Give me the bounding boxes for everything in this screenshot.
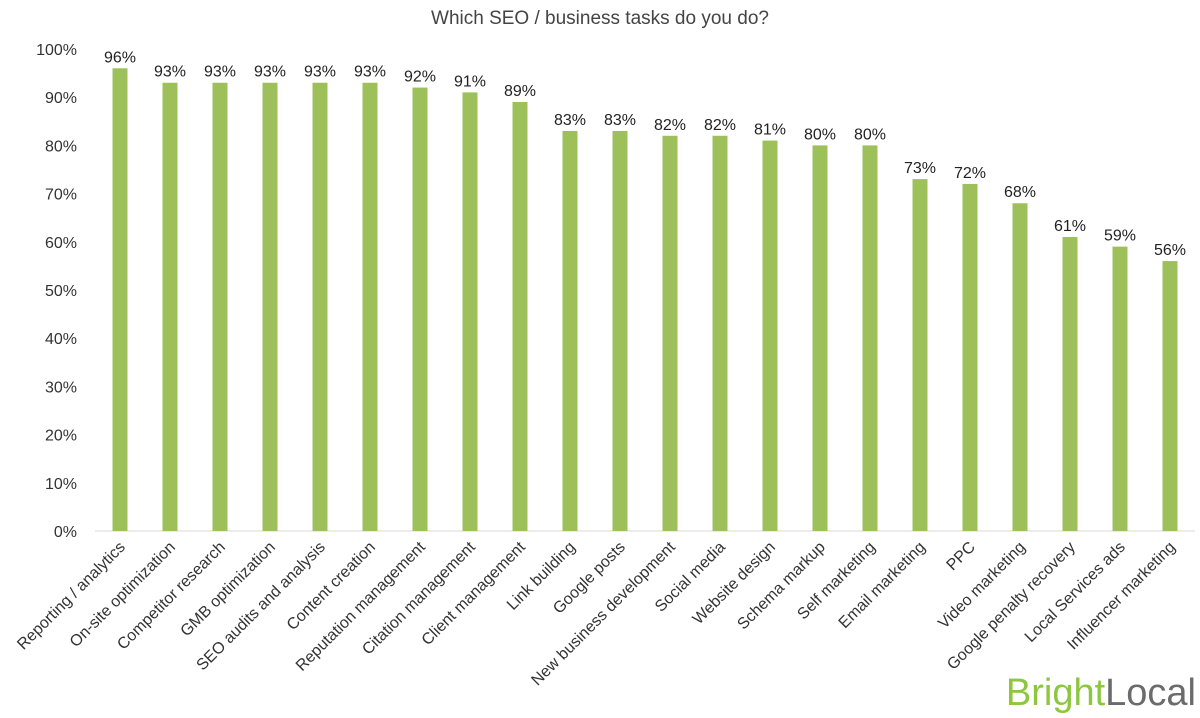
y-tick-label: 10% xyxy=(45,476,77,493)
bar xyxy=(762,140,778,531)
x-tick-label: PPC xyxy=(944,539,979,574)
bar xyxy=(1112,246,1128,531)
data-label: 82% xyxy=(704,117,736,134)
logo-text-bright: Bright xyxy=(1006,672,1106,714)
bar xyxy=(462,92,478,531)
bar xyxy=(162,82,178,532)
y-tick-label: 50% xyxy=(45,283,77,300)
x-tick-label: Video marketing xyxy=(935,539,1029,633)
bar xyxy=(112,68,128,531)
brightlocal-logo: BrightLocal xyxy=(1006,672,1196,714)
x-tick-label: Email marketing xyxy=(836,539,929,632)
bar xyxy=(212,82,228,532)
data-label: 72% xyxy=(954,165,986,182)
bar xyxy=(962,183,978,531)
data-label: 61% xyxy=(1054,218,1086,235)
data-label: 93% xyxy=(154,64,186,81)
data-label: 93% xyxy=(254,64,286,81)
y-tick-label: 100% xyxy=(36,42,77,59)
bar xyxy=(712,135,728,531)
y-tick-label: 30% xyxy=(45,379,77,396)
data-label: 93% xyxy=(204,64,236,81)
data-label: 80% xyxy=(854,126,886,143)
bar xyxy=(662,135,678,531)
data-label: 56% xyxy=(1154,242,1186,259)
data-label: 82% xyxy=(654,117,686,134)
data-label: 80% xyxy=(804,126,836,143)
y-tick-label: 90% xyxy=(45,90,77,107)
bar xyxy=(1162,261,1178,531)
data-label: 73% xyxy=(904,160,936,177)
data-label: 92% xyxy=(404,69,436,86)
bar xyxy=(362,82,378,532)
bar xyxy=(312,82,328,532)
bar xyxy=(1012,203,1028,532)
data-label: 59% xyxy=(1104,228,1136,245)
bar xyxy=(612,130,628,531)
data-label: 96% xyxy=(104,49,136,66)
data-label: 68% xyxy=(1004,184,1036,201)
data-label: 93% xyxy=(304,64,336,81)
bar xyxy=(912,179,928,531)
bars xyxy=(112,68,1178,532)
bar xyxy=(512,102,528,532)
data-label: 93% xyxy=(354,64,386,81)
data-label: 81% xyxy=(754,122,786,139)
y-axis: 0% 10% 20% 30% 40% 50% 60% 70% 80% 90% 100% xyxy=(36,42,77,541)
data-label: 91% xyxy=(454,73,486,90)
bar xyxy=(1062,236,1078,532)
x-tick-label: Schema markup xyxy=(734,539,828,633)
bar xyxy=(562,130,578,531)
x-tick-label: GMB optimization xyxy=(178,539,279,640)
data-labels: 96% 93% 93% 93% 93% 93% 92% 91% 89% 83% 83% 82% 82% 8… xyxy=(104,49,1186,259)
y-tick-label: 60% xyxy=(45,235,77,252)
y-tick-label: 70% xyxy=(45,187,77,204)
data-label: 83% xyxy=(604,112,636,129)
bar xyxy=(812,145,828,531)
x-tick-label: Content creation xyxy=(284,539,379,634)
bar xyxy=(412,87,428,531)
y-tick-label: 20% xyxy=(45,428,77,445)
bar xyxy=(262,82,278,532)
logo-text-local: Local xyxy=(1105,672,1196,714)
y-tick-label: 0% xyxy=(54,524,77,541)
data-label: 83% xyxy=(554,112,586,129)
svg-text:BrightLocal: BrightLocal xyxy=(1006,672,1196,714)
bar xyxy=(862,145,878,531)
chart-title: Which SEO / business tasks do you do? xyxy=(431,8,769,29)
data-label: 89% xyxy=(504,83,536,100)
y-tick-label: 40% xyxy=(45,331,77,348)
y-tick-label: 80% xyxy=(45,138,77,155)
